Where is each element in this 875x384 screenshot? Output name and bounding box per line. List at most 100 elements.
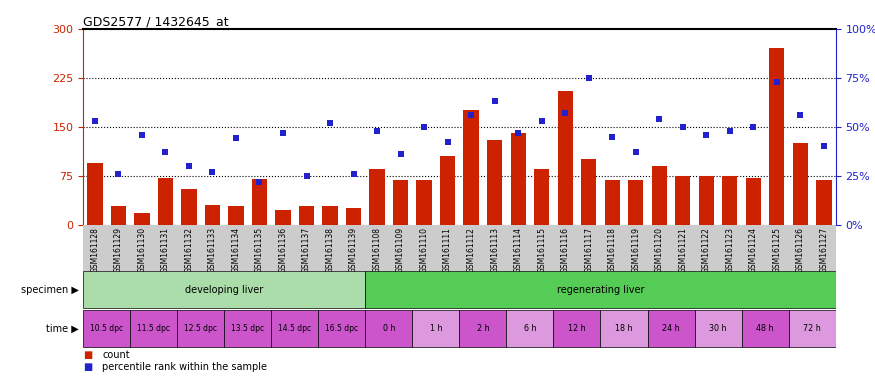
Bar [510,133,526,225]
Text: GDS2577 / 1432645_at: GDS2577 / 1432645_at [83,15,228,28]
Text: GSM161116: GSM161116 [561,227,570,273]
Text: GSM161114: GSM161114 [514,227,522,273]
Text: 1 h: 1 h [430,324,442,333]
FancyBboxPatch shape [366,310,412,347]
Text: regenerating liver: regenerating liver [556,285,644,295]
Text: 18 h: 18 h [615,324,633,333]
Bar [322,206,338,225]
Text: GSM161109: GSM161109 [396,227,405,273]
Point [182,163,196,169]
Bar [369,169,385,225]
FancyBboxPatch shape [130,310,177,347]
Bar [346,209,361,225]
Text: percentile rank within the sample: percentile rank within the sample [102,362,268,372]
Point [746,124,760,130]
Text: GSM161133: GSM161133 [208,227,217,273]
Bar [746,178,761,225]
Text: GSM161124: GSM161124 [749,227,758,273]
Text: GSM161128: GSM161128 [90,227,100,273]
Bar [416,180,431,225]
Bar [652,166,667,225]
Text: GSM161139: GSM161139 [349,227,358,273]
FancyBboxPatch shape [177,310,224,347]
Point [417,124,431,130]
Text: GSM161115: GSM161115 [537,227,546,273]
Bar [722,176,738,225]
FancyBboxPatch shape [507,310,554,347]
Text: GSM161112: GSM161112 [466,227,476,273]
Point [323,120,337,126]
FancyBboxPatch shape [742,310,788,347]
Bar [205,205,220,225]
Point [606,134,620,140]
Text: 30 h: 30 h [710,324,727,333]
Bar [158,178,173,225]
Text: GSM161119: GSM161119 [631,227,640,273]
Text: 0 h: 0 h [382,324,396,333]
FancyBboxPatch shape [648,310,695,347]
Text: GSM161108: GSM161108 [373,227,382,273]
Text: ■: ■ [83,362,93,372]
Text: 72 h: 72 h [803,324,821,333]
Bar [299,206,314,225]
Bar [557,91,573,225]
Bar [769,48,785,225]
Text: GSM161127: GSM161127 [819,227,829,273]
Text: ■: ■ [83,350,93,360]
Point [276,129,290,136]
Point [111,170,125,177]
Text: 24 h: 24 h [662,324,680,333]
Bar [605,180,620,225]
Bar [88,163,102,225]
Text: GSM161137: GSM161137 [302,227,311,273]
Bar [534,169,550,225]
Point [794,112,808,118]
FancyBboxPatch shape [83,271,366,308]
Text: GSM161138: GSM161138 [326,227,334,273]
Point [253,179,267,185]
Bar [393,180,409,225]
Text: GSM161125: GSM161125 [773,227,781,273]
Text: 48 h: 48 h [756,324,774,333]
Text: 11.5 dpc: 11.5 dpc [137,324,170,333]
Bar [676,176,690,225]
FancyBboxPatch shape [412,310,459,347]
Text: GSM161132: GSM161132 [185,227,193,273]
Bar [793,143,808,225]
Text: 14.5 dpc: 14.5 dpc [278,324,312,333]
Bar [134,213,150,225]
Text: count: count [102,350,130,360]
Bar [816,180,831,225]
Bar [181,189,197,225]
Text: GSM161131: GSM161131 [161,227,170,273]
Point [817,143,831,149]
Text: 10.5 dpc: 10.5 dpc [90,324,123,333]
Bar [228,206,243,225]
FancyBboxPatch shape [366,271,836,308]
Bar [440,156,455,225]
Point [88,118,102,124]
Point [511,129,525,136]
Point [206,169,220,175]
Point [394,151,408,157]
Point [770,79,784,85]
Text: 2 h: 2 h [477,324,489,333]
Text: 16.5 dpc: 16.5 dpc [326,324,359,333]
Text: time ▶: time ▶ [46,323,79,333]
Point [299,173,313,179]
FancyBboxPatch shape [788,310,836,347]
Text: GSM161129: GSM161129 [114,227,122,273]
Point [135,131,149,137]
Text: GSM161122: GSM161122 [702,227,710,273]
FancyBboxPatch shape [554,310,600,347]
Point [558,110,572,116]
Text: GSM161136: GSM161136 [278,227,288,273]
FancyBboxPatch shape [318,310,366,347]
Text: GSM161126: GSM161126 [796,227,805,273]
FancyBboxPatch shape [83,310,130,347]
Bar [276,210,290,225]
Point [158,149,172,155]
Text: GSM161113: GSM161113 [490,227,499,273]
Bar [464,111,479,225]
Text: 12 h: 12 h [568,324,585,333]
